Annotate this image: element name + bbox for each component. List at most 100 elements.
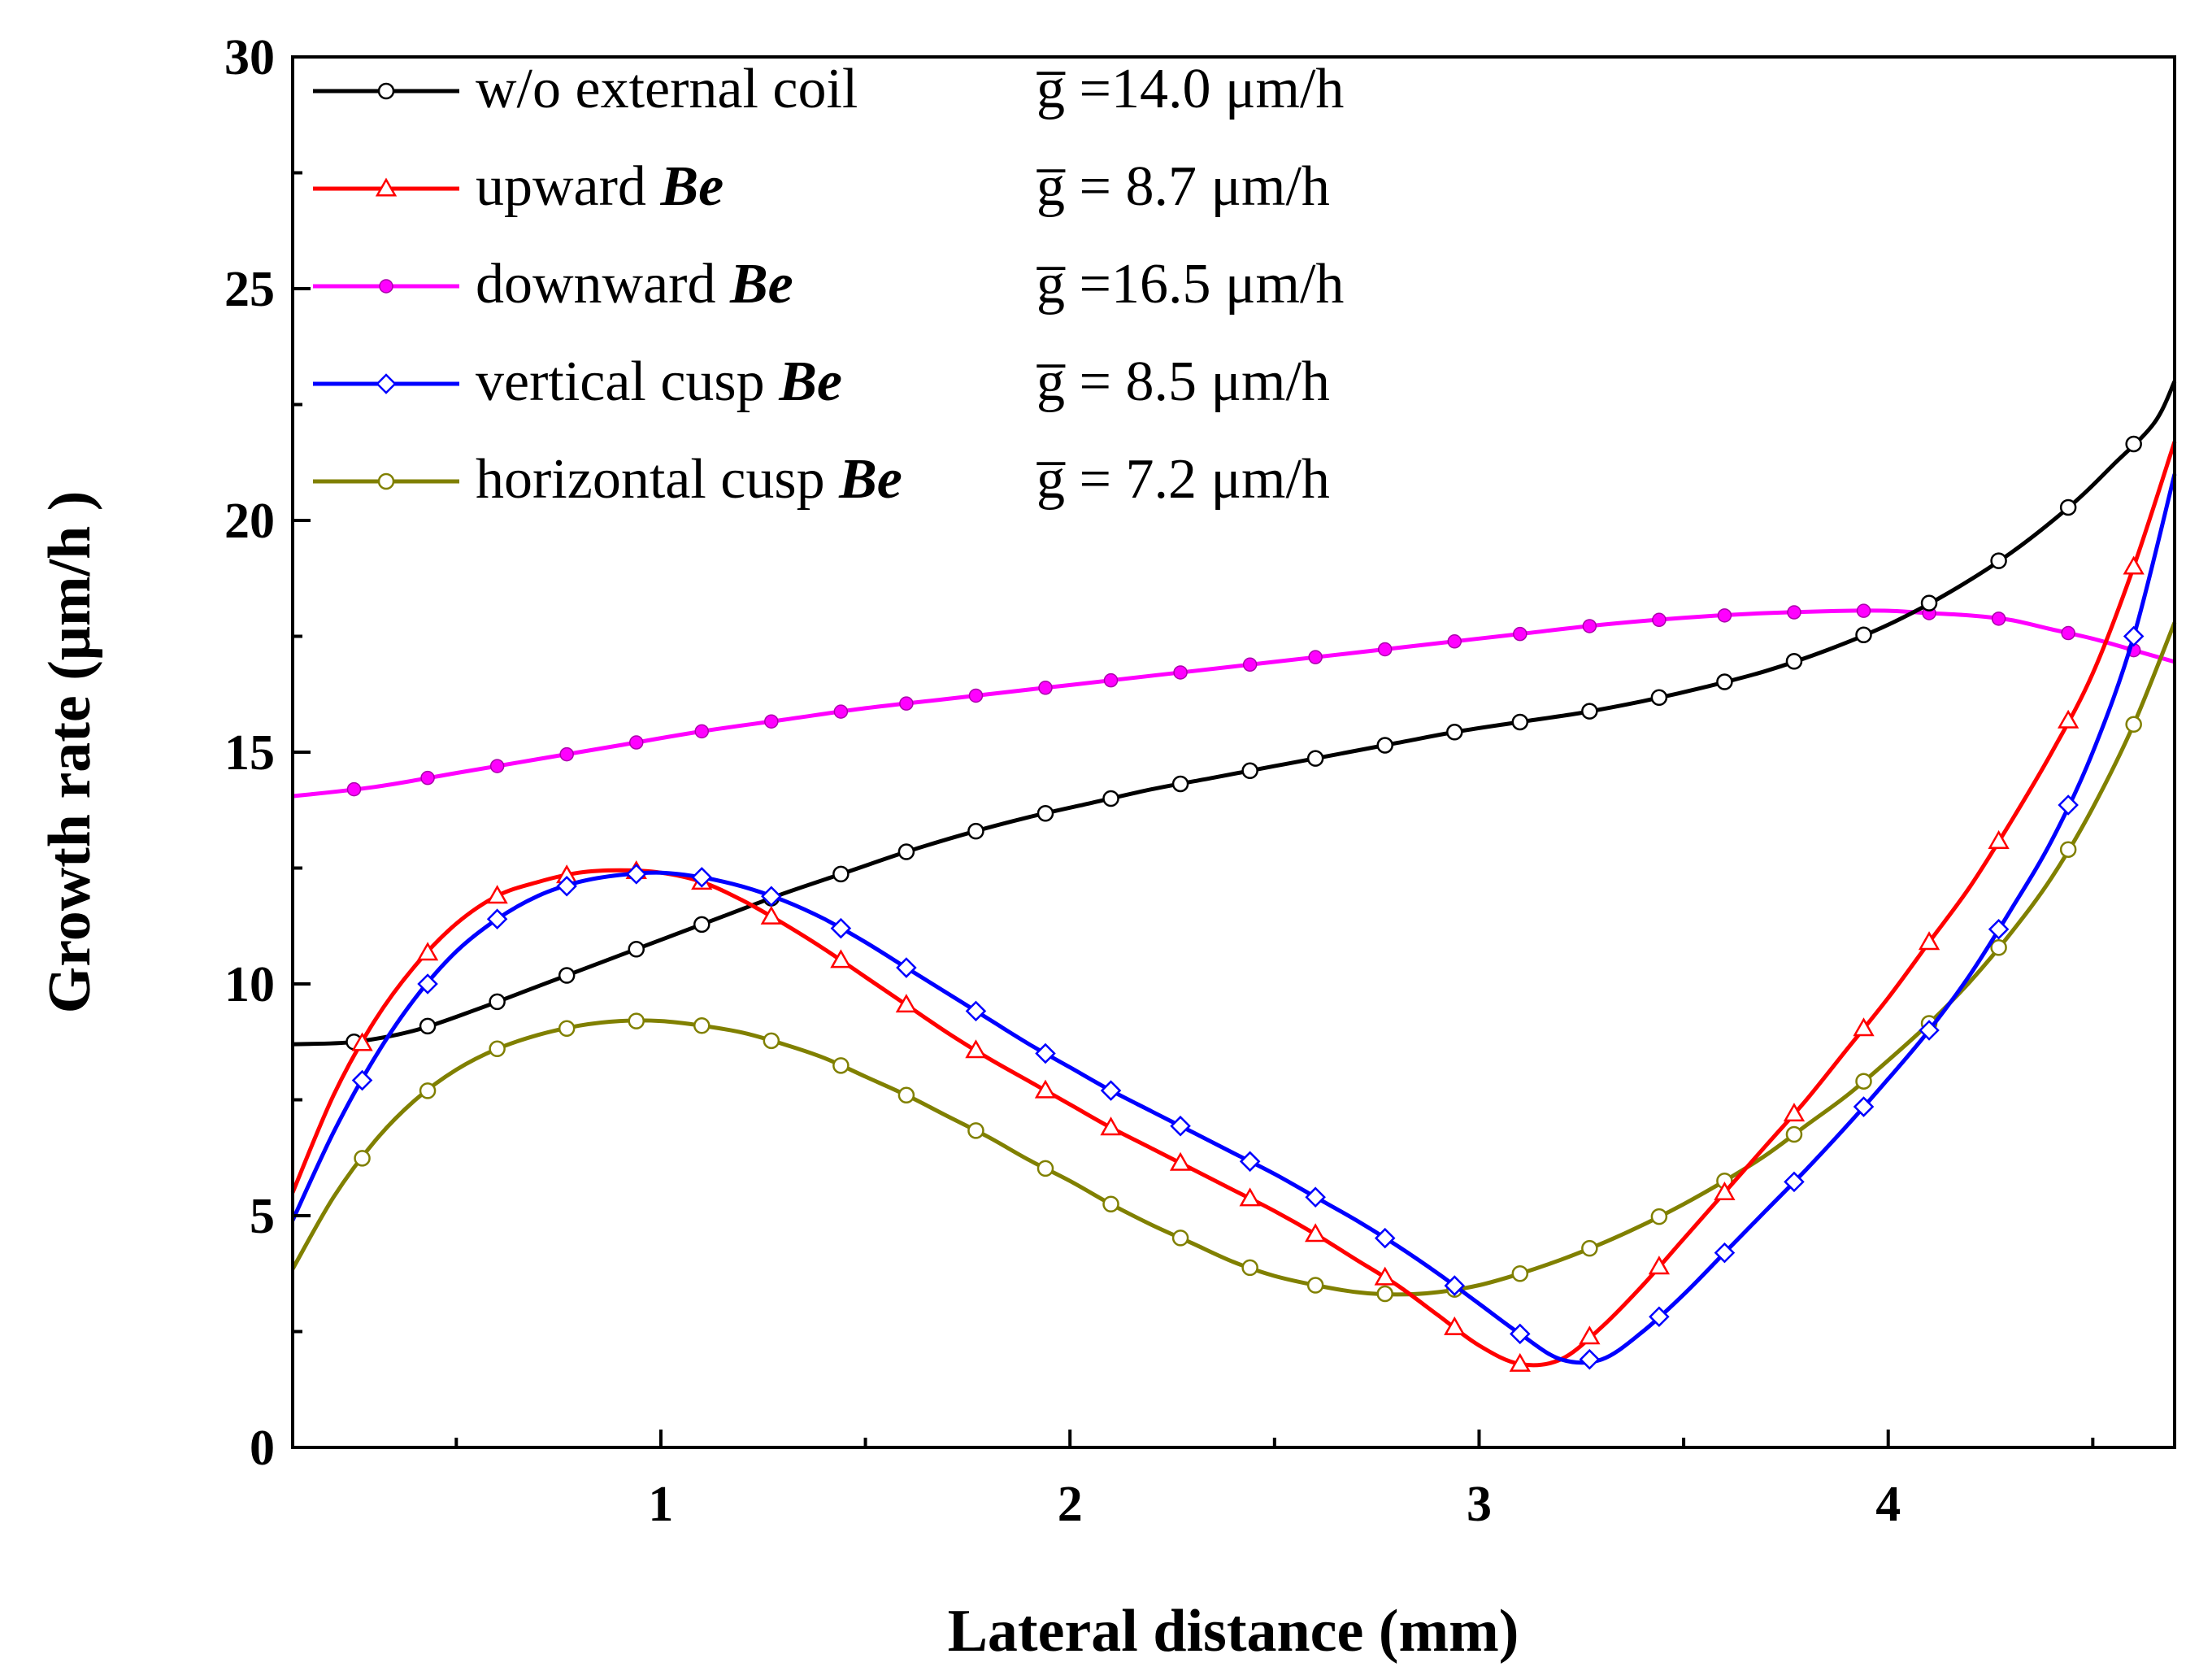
data-point: [1787, 605, 1801, 620]
data-point: [764, 714, 779, 729]
data-point: [1990, 552, 2007, 569]
legend-mean-value: g̅ =14.0 μm/h: [1036, 58, 1345, 120]
data-point: [2123, 555, 2145, 575]
series-layer: [290, 380, 2177, 1372]
y-tick-label: 20: [224, 494, 275, 549]
data-point: [1785, 653, 1803, 670]
legend-be-symbol: Be: [778, 350, 842, 413]
y-tick-label: 0: [250, 1421, 275, 1476]
data-point: [1717, 608, 1732, 623]
data-point: [1103, 672, 1119, 688]
series-4: [290, 621, 2177, 1303]
data-point: [1444, 1316, 1466, 1335]
legend-label-text: vertical cusp: [476, 350, 779, 413]
data-point: [694, 724, 710, 739]
data-point: [1919, 1020, 1940, 1041]
series-3: [290, 473, 2177, 1370]
data-point: [1582, 619, 1597, 633]
data-point: [1716, 673, 1733, 690]
data-point: [419, 1082, 437, 1099]
axes-layer: 0 5 10 15 20 25 30 1 2 3 4: [224, 30, 2095, 1532]
data-point: [1855, 626, 1872, 644]
data-point: [420, 770, 435, 786]
legend-label-text: horizontal cusp: [476, 448, 839, 511]
series-1: [290, 441, 2177, 1372]
legend-swatch-marker: [377, 472, 395, 490]
data-point: [1513, 626, 1528, 642]
data-point: [1308, 650, 1323, 664]
data-point: [1444, 1275, 1466, 1296]
legend-mean-value: g̅ = 7.2 μm/h: [1036, 448, 1330, 511]
y-axis-title: Growth rate (μm/h ): [37, 491, 103, 1014]
data-point: [1649, 1306, 1670, 1328]
data-point: [351, 1069, 373, 1091]
data-point: [2123, 625, 2145, 647]
x-tick-label: 4: [1875, 1477, 1901, 1532]
data-point: [1581, 1239, 1598, 1257]
data-point: [1376, 737, 1393, 754]
data-point: [1510, 1323, 1531, 1345]
data-point: [895, 994, 918, 1013]
data-point: [1988, 918, 2010, 940]
legend-label: vertical cusp Be: [476, 350, 842, 413]
data-point: [1579, 1348, 1601, 1370]
y-tick-label: 15: [224, 725, 275, 781]
legend: w/o external coil g̅ =14.0 μm/h upward Be g…: [313, 58, 1344, 511]
data-point: [628, 941, 645, 958]
series-2: [292, 603, 2175, 799]
data-point: [2061, 625, 2075, 641]
data-point: [1034, 1079, 1057, 1099]
data-point: [832, 865, 850, 883]
legend-entry-1: upward Be g̅ = 8.7 μm/h: [313, 155, 1330, 218]
data-point: [2059, 841, 2077, 858]
data-point: [1035, 1042, 1056, 1064]
legend-label-text: upward: [476, 155, 660, 218]
data-point: [899, 696, 914, 711]
series-line: [290, 473, 2177, 1365]
data-point: [1239, 1151, 1261, 1173]
data-point: [830, 917, 852, 939]
data-point: [1305, 1186, 1326, 1208]
data-point: [1170, 1115, 1191, 1137]
data-point: [1652, 612, 1667, 628]
data-point: [1990, 939, 2007, 956]
data-point: [1988, 829, 2010, 849]
data-point: [833, 704, 849, 719]
data-point: [1991, 612, 2006, 626]
data-point: [628, 1012, 645, 1029]
data-point: [1650, 1208, 1668, 1225]
data-point: [1581, 703, 1598, 720]
data-point: [1242, 657, 1258, 672]
legend-entry-2: downward Be g̅ =16.5 μm/h: [313, 253, 1344, 316]
data-point: [1374, 1227, 1396, 1249]
data-point: [489, 1040, 506, 1058]
series-line: [290, 621, 2177, 1297]
legend-label: horizontal cusp Be: [476, 448, 902, 511]
data-point: [2059, 498, 2077, 516]
data-point: [1650, 689, 1668, 706]
data-point: [1918, 931, 1940, 951]
data-point: [1241, 762, 1258, 780]
data-point: [1579, 1325, 1601, 1345]
data-point: [417, 973, 438, 995]
data-point: [354, 1150, 371, 1167]
data-point: [1374, 1266, 1396, 1286]
data-point: [1169, 1151, 1192, 1171]
data-point: [2125, 716, 2142, 733]
data-point: [967, 822, 984, 840]
data-point: [1100, 1080, 1122, 1101]
data-point: [489, 993, 506, 1011]
data-point: [897, 843, 915, 860]
legend-swatch-marker: [377, 82, 395, 100]
y-tick-label: 30: [224, 30, 275, 85]
legend-be-symbol: Be: [838, 448, 902, 511]
legend-entry-4: horizontal cusp Be g̅ = 7.2 μm/h: [313, 448, 1330, 511]
data-point: [1511, 713, 1529, 731]
legend-be-symbol: Be: [729, 253, 793, 316]
data-point: [489, 759, 505, 773]
legend-mean-value: g̅ =16.5 μm/h: [1036, 253, 1345, 316]
data-point: [558, 1020, 576, 1037]
data-point: [693, 1017, 711, 1034]
data-point: [1306, 750, 1324, 767]
data-point: [1038, 681, 1053, 695]
